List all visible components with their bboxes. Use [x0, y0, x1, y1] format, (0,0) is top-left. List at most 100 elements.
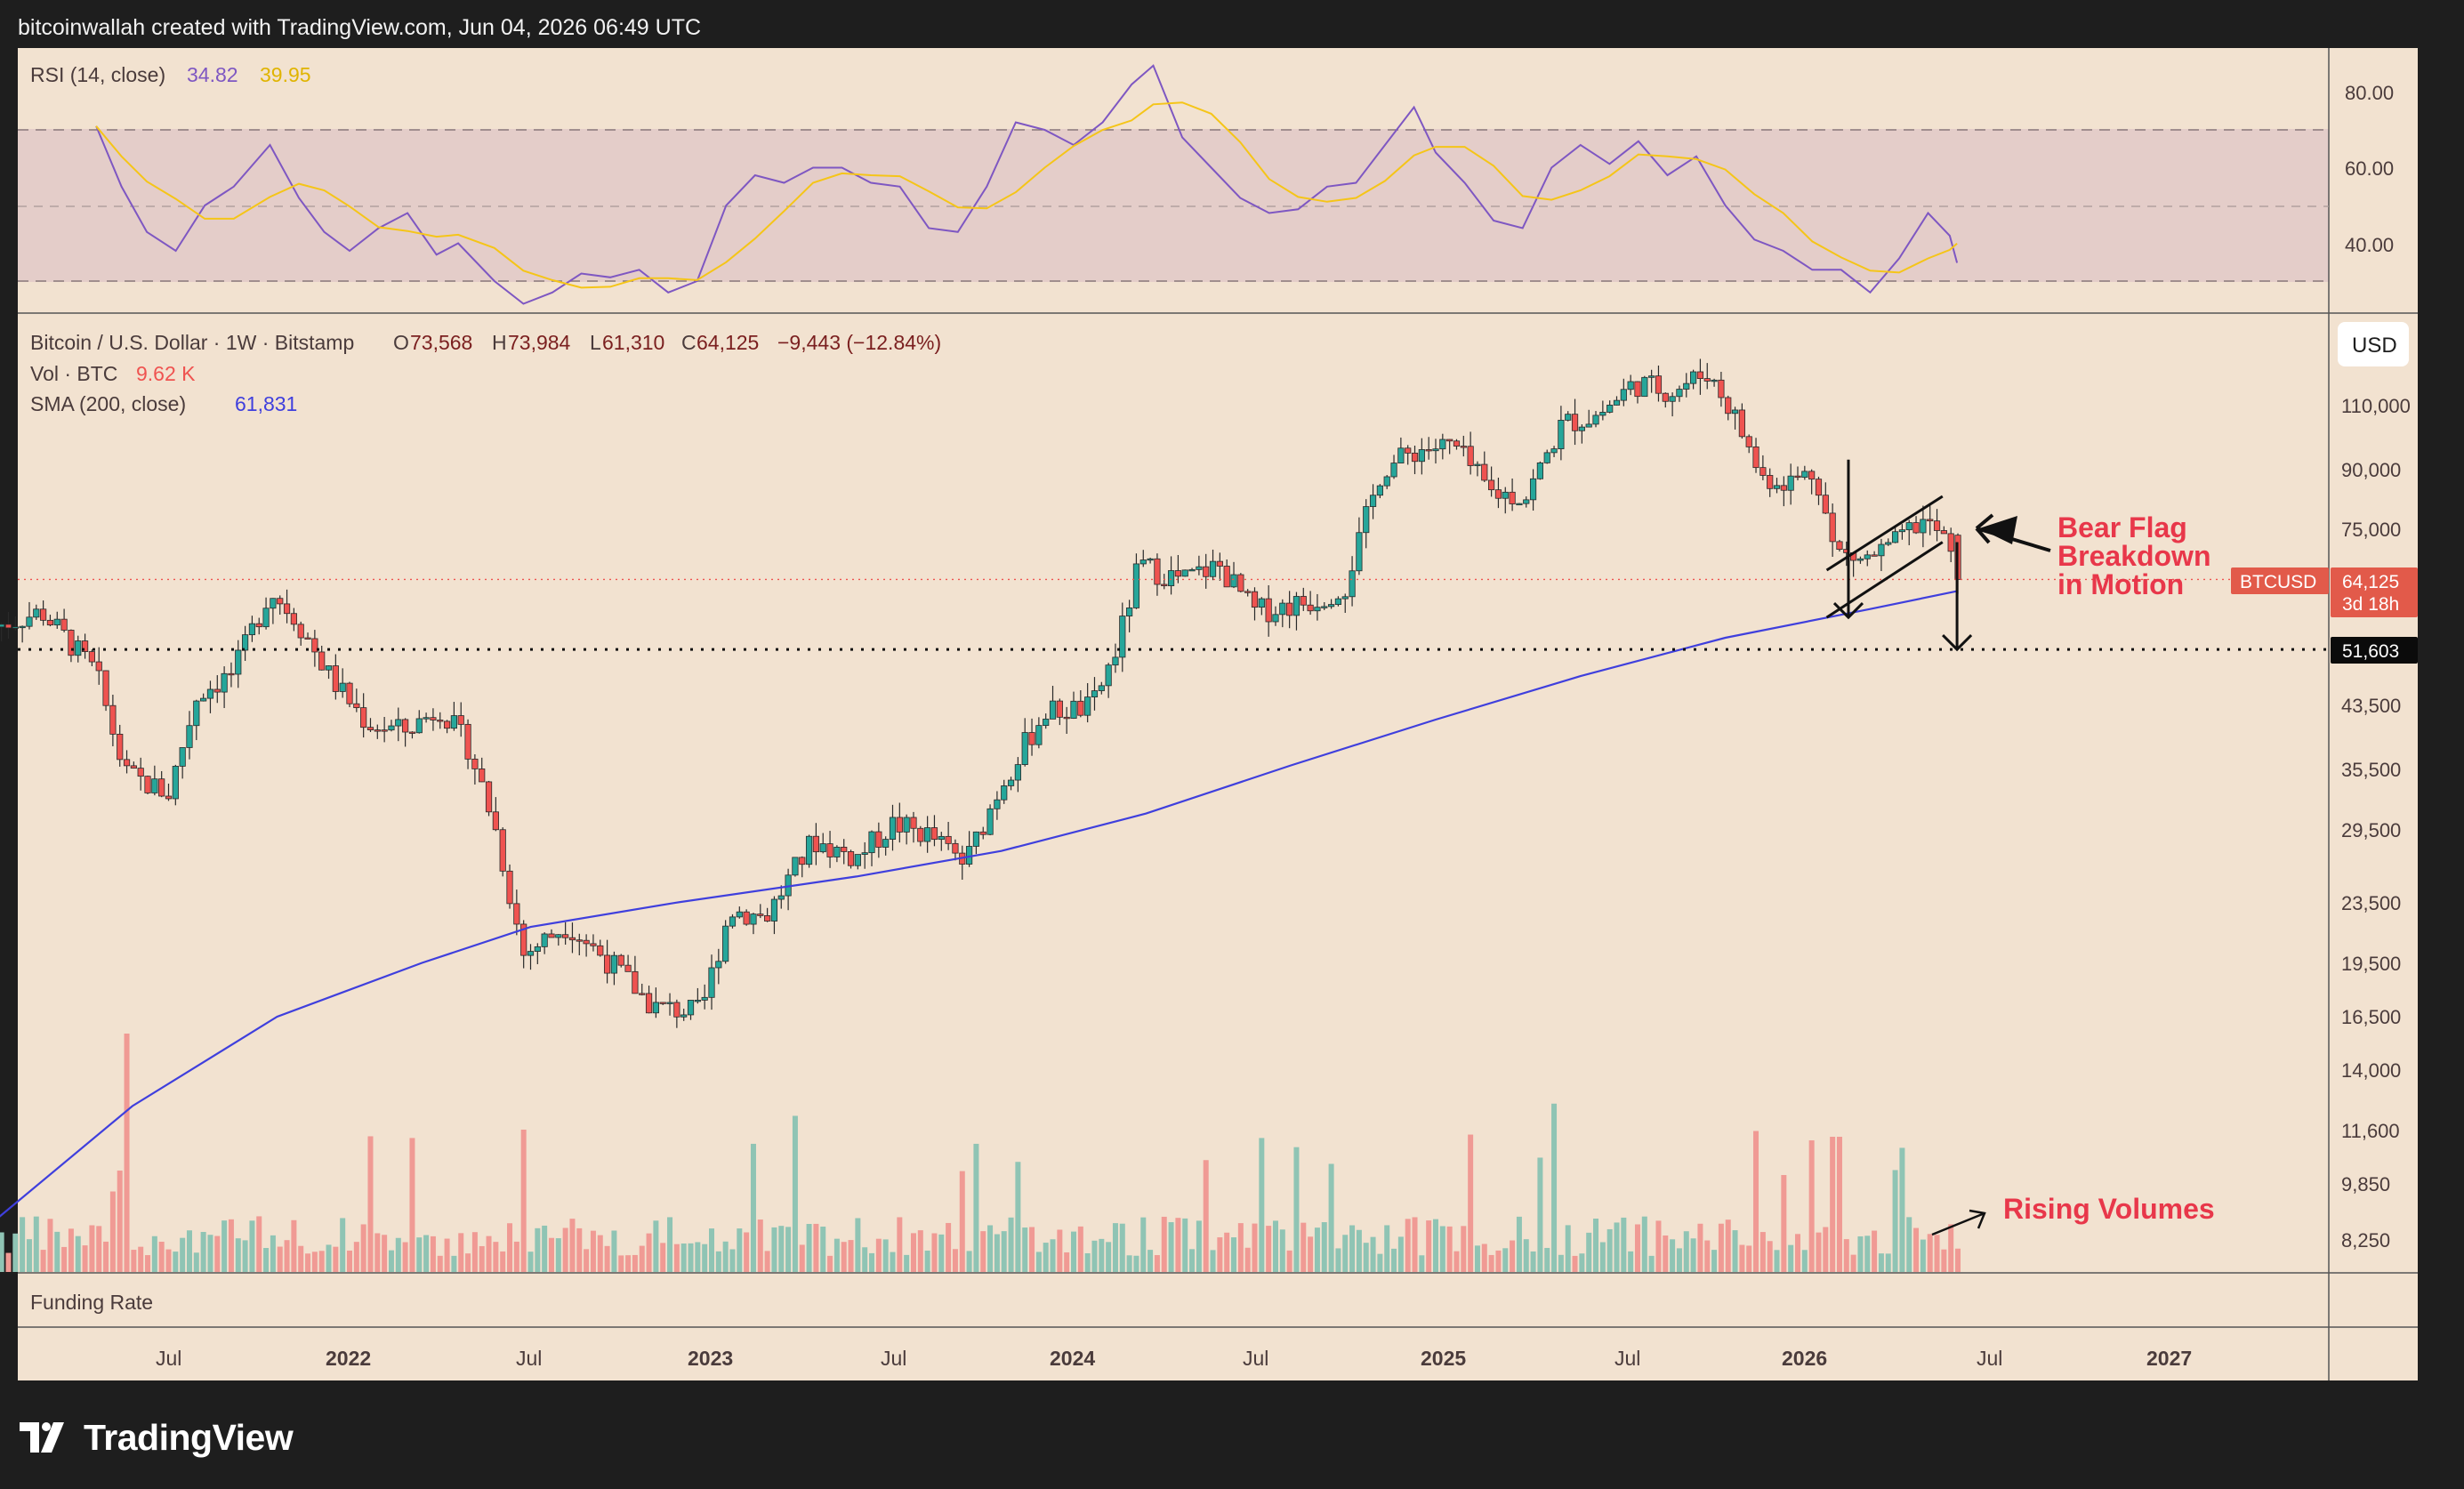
volume-bar: [1405, 1219, 1411, 1272]
candle-body: [1767, 475, 1774, 489]
volume-bar: [1210, 1250, 1216, 1272]
volume-bar: [20, 1217, 26, 1272]
volume-bar: [291, 1219, 297, 1272]
candle-body: [1341, 596, 1349, 600]
volume-bar: [1293, 1147, 1300, 1272]
volume-bar: [1565, 1225, 1571, 1272]
volume-bar: [632, 1254, 638, 1272]
candle-body: [952, 842, 959, 854]
volume-bar: [1286, 1250, 1292, 1272]
candle-body: [117, 733, 124, 761]
candle-body: [1815, 479, 1823, 496]
volume-bar: [1670, 1239, 1676, 1272]
candle-body: [1571, 414, 1579, 431]
volume-bar: [646, 1233, 652, 1272]
volume-bar: [548, 1237, 554, 1272]
candle-body: [366, 727, 374, 731]
rsi-band: [18, 129, 2329, 282]
candle-body: [541, 933, 548, 947]
currency-button[interactable]: [2338, 322, 2409, 366]
candle-body: [708, 967, 715, 998]
candle-body: [1578, 426, 1585, 431]
volume-bar: [757, 1219, 763, 1272]
candle-body: [485, 781, 493, 813]
volume-bar: [966, 1251, 972, 1272]
candle-body: [457, 715, 464, 725]
candle-body: [1258, 598, 1265, 608]
volume-bar: [12, 1233, 19, 1272]
candle-body: [1696, 371, 1704, 379]
volume-bar: [284, 1240, 290, 1272]
volume-bars: [0, 1034, 1961, 1272]
support-badge-value: 51,603: [2342, 641, 2399, 662]
volume-bar: [1077, 1226, 1083, 1272]
rsi-legend-value: 34.82: [187, 63, 238, 86]
volume-bar: [1732, 1230, 1738, 1272]
volume-bar: [1488, 1254, 1494, 1272]
volume-bar: [1140, 1217, 1147, 1272]
volume-bar: [444, 1238, 450, 1272]
price-tick: 14,000: [2341, 1059, 2401, 1082]
pole-arrow-down-icon: [1832, 602, 1864, 620]
price-badge-value: 64,125: [2342, 572, 2399, 592]
symbol-title: Bitcoin / U.S. Dollar · 1W · Bitstamp: [30, 331, 354, 354]
candle-body: [297, 624, 304, 639]
candle-body: [847, 851, 855, 866]
volume-bar: [360, 1224, 366, 1272]
volume-bar: [1655, 1220, 1662, 1272]
currency-button-label[interactable]: USD: [2352, 334, 2397, 358]
candle-body: [1745, 436, 1752, 447]
candle-body: [1244, 591, 1252, 593]
candle-body: [1683, 382, 1690, 390]
candle-body: [346, 682, 353, 704]
candle-body: [597, 945, 604, 956]
volume-bar: [40, 1250, 46, 1272]
candle-body: [680, 1014, 688, 1018]
candle-body: [1773, 485, 1781, 489]
candle-body: [639, 993, 646, 995]
volume-bar: [54, 1231, 60, 1272]
volume-bar: [109, 1191, 116, 1272]
volume-bar: [1168, 1222, 1174, 1272]
candle-body: [283, 603, 291, 615]
volume-bar: [1252, 1223, 1258, 1272]
candle-body: [40, 608, 47, 621]
volume-bar: [1468, 1134, 1474, 1272]
volume-bar: [639, 1245, 645, 1272]
volume-bar: [47, 1219, 53, 1272]
candle-body: [1139, 559, 1147, 565]
candle-body: [673, 1002, 680, 1018]
volume-bar: [1516, 1216, 1522, 1272]
time-tick: 2026: [1782, 1347, 1827, 1370]
candle-body: [1509, 491, 1516, 504]
candle-body: [1049, 700, 1057, 720]
volume-bar: [1795, 1234, 1800, 1272]
flag-upper-line: [1825, 495, 1944, 572]
volume-bar: [1064, 1252, 1070, 1272]
volume-bar: [1537, 1157, 1543, 1272]
price-axis: 110,000 90,000 75,000 43,500 35,500 29,5…: [2341, 395, 2411, 1252]
time-tick: Jul: [1243, 1347, 1268, 1370]
volume-bar: [1641, 1216, 1647, 1272]
volume-bar: [890, 1252, 896, 1272]
candle-body: [1028, 732, 1035, 745]
volume-bar: [625, 1255, 632, 1272]
volume-bar: [562, 1227, 568, 1272]
volume-bar: [256, 1216, 262, 1272]
funding-rate-label: Funding Rate: [30, 1291, 153, 1314]
candle-body: [1523, 499, 1530, 504]
volume-bar: [513, 1241, 519, 1272]
volume-bar: [1836, 1137, 1842, 1272]
volume-bar: [207, 1235, 213, 1272]
candle-body: [339, 682, 346, 692]
candle-body: [861, 852, 868, 855]
candle-body: [1056, 700, 1063, 718]
candle-body: [610, 954, 618, 974]
candle-body: [102, 670, 109, 706]
candle-body: [1689, 371, 1697, 384]
volume-bar: [221, 1220, 228, 1272]
candle-body: [1453, 440, 1461, 447]
candle-body: [1474, 463, 1481, 466]
candle-body: [903, 817, 910, 833]
